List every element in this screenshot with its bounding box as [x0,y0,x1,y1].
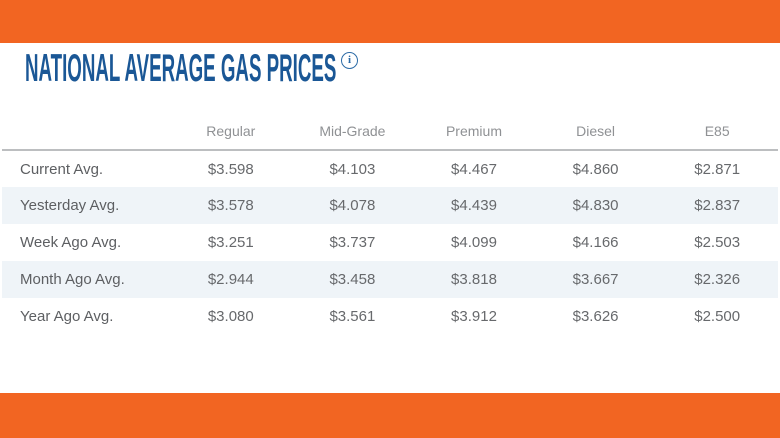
cell-value: $4.166 [572,234,619,251]
cell-value: $4.099 [451,234,497,251]
cell-value: $3.667 [572,271,619,288]
cell-value: $2.944 [207,271,254,288]
row-label-month-ago-avg: Month Ago Avg. [20,271,125,288]
bottom-accent-bar [0,393,780,438]
cell-value: $3.251 [207,234,254,251]
cell-value: $3.458 [329,271,376,288]
cell-value: $2.326 [694,271,741,288]
cell-value: $2.500 [694,308,741,325]
page-title: NATIONAL AVERAGE GAS PRICES [25,47,337,90]
cell-value: $4.103 [329,160,376,178]
table-row: Year Ago Avg. $3.080 $3.561 $3.912 $3.62… [2,298,778,335]
cell-value: $4.439 [451,197,497,214]
table-row: Current Avg. $3.598 $4.103 $4.467 $4.860… [2,150,778,187]
cell-value: $3.080 [207,308,254,325]
column-header-regular: Regular [170,113,292,151]
row-label-year-ago-avg: Year Ago Avg. [20,308,114,325]
cell-value: $4.467 [451,160,497,178]
table-row: Month Ago Avg. $2.944 $3.458 $3.818 $3.6… [2,261,778,298]
cell-value: $2.503 [694,234,741,251]
cell-value: $4.860 [572,160,619,178]
cell-value: $2.837 [694,197,741,214]
top-accent-bar [0,0,780,43]
table-row: Yesterday Avg. $3.578 $4.078 $4.439 $4.8… [2,187,778,224]
column-header-diesel: Diesel [534,113,657,151]
cell-value: $3.737 [329,234,376,251]
row-label-week-ago-avg: Week Ago Avg. [20,234,122,251]
cell-value: $4.830 [572,197,619,214]
column-header-premium: Premium [413,113,535,151]
row-label-current-avg: Current Avg. [20,160,104,178]
cell-value: $3.626 [572,308,619,325]
cell-value: $3.598 [207,160,254,178]
cell-value: $4.078 [329,197,376,214]
cell-value: $3.578 [207,197,254,214]
row-label-yesterday-avg: Yesterday Avg. [20,197,120,214]
cell-value: $3.818 [451,271,497,288]
column-header-e85: E85 [656,113,778,151]
cell-value: $3.912 [451,308,497,325]
table-row: Week Ago Avg. $3.251 $3.737 $4.099 $4.16… [2,224,778,261]
info-icon[interactable]: i [341,52,358,69]
cell-value: $2.871 [694,160,741,178]
title-row: NATIONAL AVERAGE GAS PRICES [25,47,674,90]
table-header-row: Regular Mid-Grade Premium Diesel E85 [2,113,778,151]
column-header-blank [2,113,170,151]
column-header-midgrade: Mid-Grade [291,113,414,151]
cell-value: $3.561 [329,308,376,325]
gas-prices-table: Regular Mid-Grade Premium Diesel E85 Cur… [2,113,778,335]
